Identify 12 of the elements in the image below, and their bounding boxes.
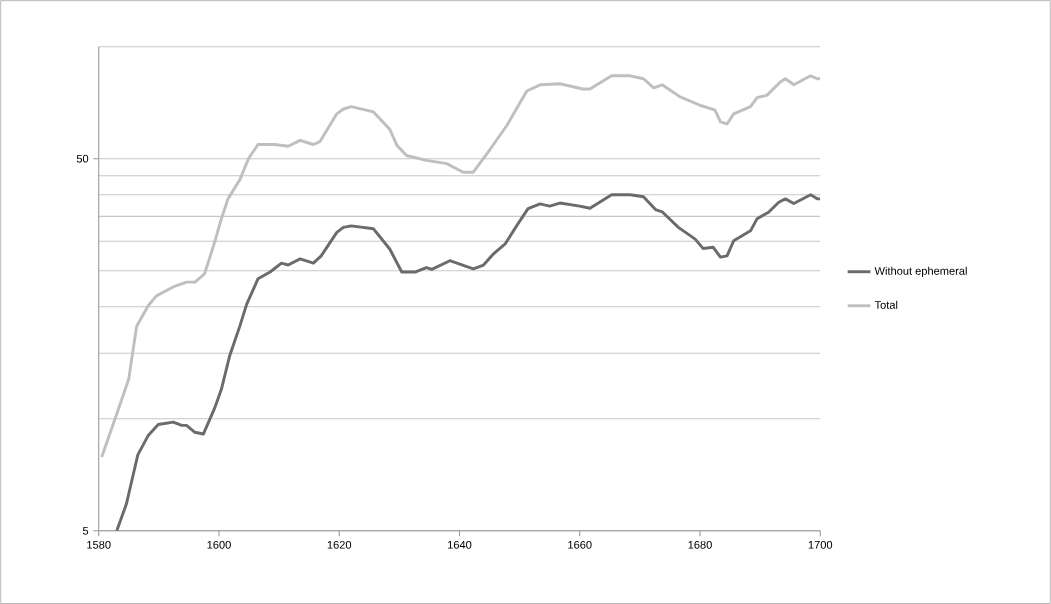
x-tick-label: 1640 <box>448 540 472 549</box>
y-tick-label: 5 <box>82 526 89 535</box>
line-series <box>115 193 821 531</box>
legend-label: Total <box>874 300 898 309</box>
x-tick-label: 1600 <box>207 540 231 549</box>
x-tick-label: 1660 <box>568 540 592 549</box>
x-tick-label: 1700 <box>808 540 833 549</box>
y-tick-label: 50 <box>76 154 89 163</box>
x-tick-label: 1620 <box>327 540 352 549</box>
x-tick-label: 1580 <box>87 540 111 549</box>
x-tick-label: 1680 <box>688 540 712 549</box>
legend-label: Without ephemeral <box>874 266 967 277</box>
